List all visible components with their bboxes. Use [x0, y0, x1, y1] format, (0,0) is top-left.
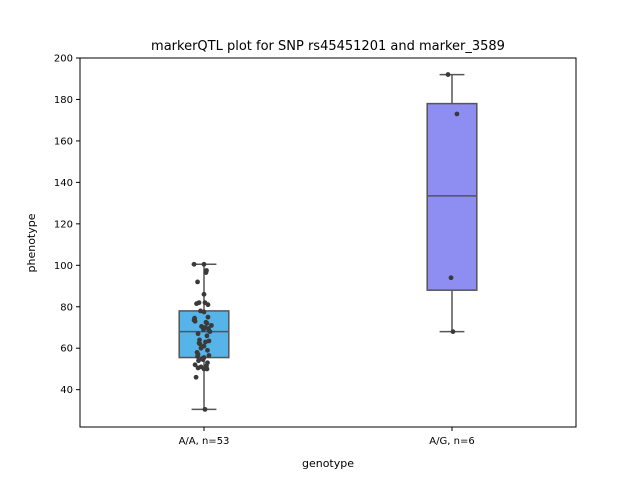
y-tick-label: 60: [60, 344, 73, 355]
data-point: [201, 309, 207, 315]
y-tick-label: 180: [54, 95, 73, 106]
data-point: [195, 365, 201, 371]
data-point: [454, 111, 460, 117]
data-point: [191, 261, 197, 267]
data-point: [201, 327, 206, 332]
data-point: [192, 362, 198, 368]
data-point: [202, 406, 208, 412]
data-point: [193, 374, 199, 380]
data-point: [201, 261, 207, 267]
y-tick-label: 200: [54, 54, 73, 65]
data-point: [197, 341, 203, 347]
points: [191, 72, 460, 412]
data-point: [201, 291, 207, 297]
data-point: [448, 275, 454, 281]
y-tick-label: 120: [54, 219, 73, 230]
y-tick-label: 100: [54, 261, 73, 272]
data-point: [204, 333, 210, 339]
data-point: [194, 301, 199, 307]
data-point: [198, 345, 204, 351]
data-point: [200, 357, 206, 363]
data-point: [450, 329, 456, 335]
y-axis: 40 60 80 100 120 140 160 180 200: [54, 54, 80, 396]
data-point: [192, 315, 197, 321]
y-tick-label: 140: [54, 178, 73, 189]
data-point: [207, 329, 213, 335]
box-iqr: [178, 310, 230, 359]
x-axis-label: genotype: [302, 457, 354, 470]
box-iqr: [426, 102, 478, 291]
plot-area: [79, 57, 577, 428]
boxes: [178, 73, 478, 411]
data-point: [196, 358, 201, 364]
data-point: [205, 347, 210, 353]
y-tick-label: 160: [54, 136, 73, 147]
data-point: [209, 323, 214, 328]
x-tick-label: A/G, n=6: [429, 436, 474, 447]
data-point: [201, 366, 207, 372]
y-axis-label: phenotype: [25, 213, 38, 272]
data-point: [205, 314, 211, 320]
data-point: [203, 339, 208, 345]
box-0: [178, 263, 230, 411]
data-point: [195, 279, 200, 285]
x-axis: A/A, n=53 A/G, n=6: [179, 427, 475, 447]
data-point: [195, 331, 201, 337]
data-point: [206, 353, 212, 358]
chart-title: markerQTL plot for SNP rs45451201 and ma…: [151, 39, 505, 54]
data-point: [203, 270, 209, 275]
data-point: [445, 72, 451, 77]
data-point: [204, 320, 210, 326]
box-1: [426, 73, 478, 333]
plot-frame: [79, 57, 577, 428]
data-point: [205, 302, 211, 308]
y-tick-label: 40: [60, 385, 73, 396]
x-tick-label: A/A, n=53: [179, 436, 230, 447]
y-tick-label: 80: [60, 302, 73, 313]
data-point: [195, 354, 200, 359]
